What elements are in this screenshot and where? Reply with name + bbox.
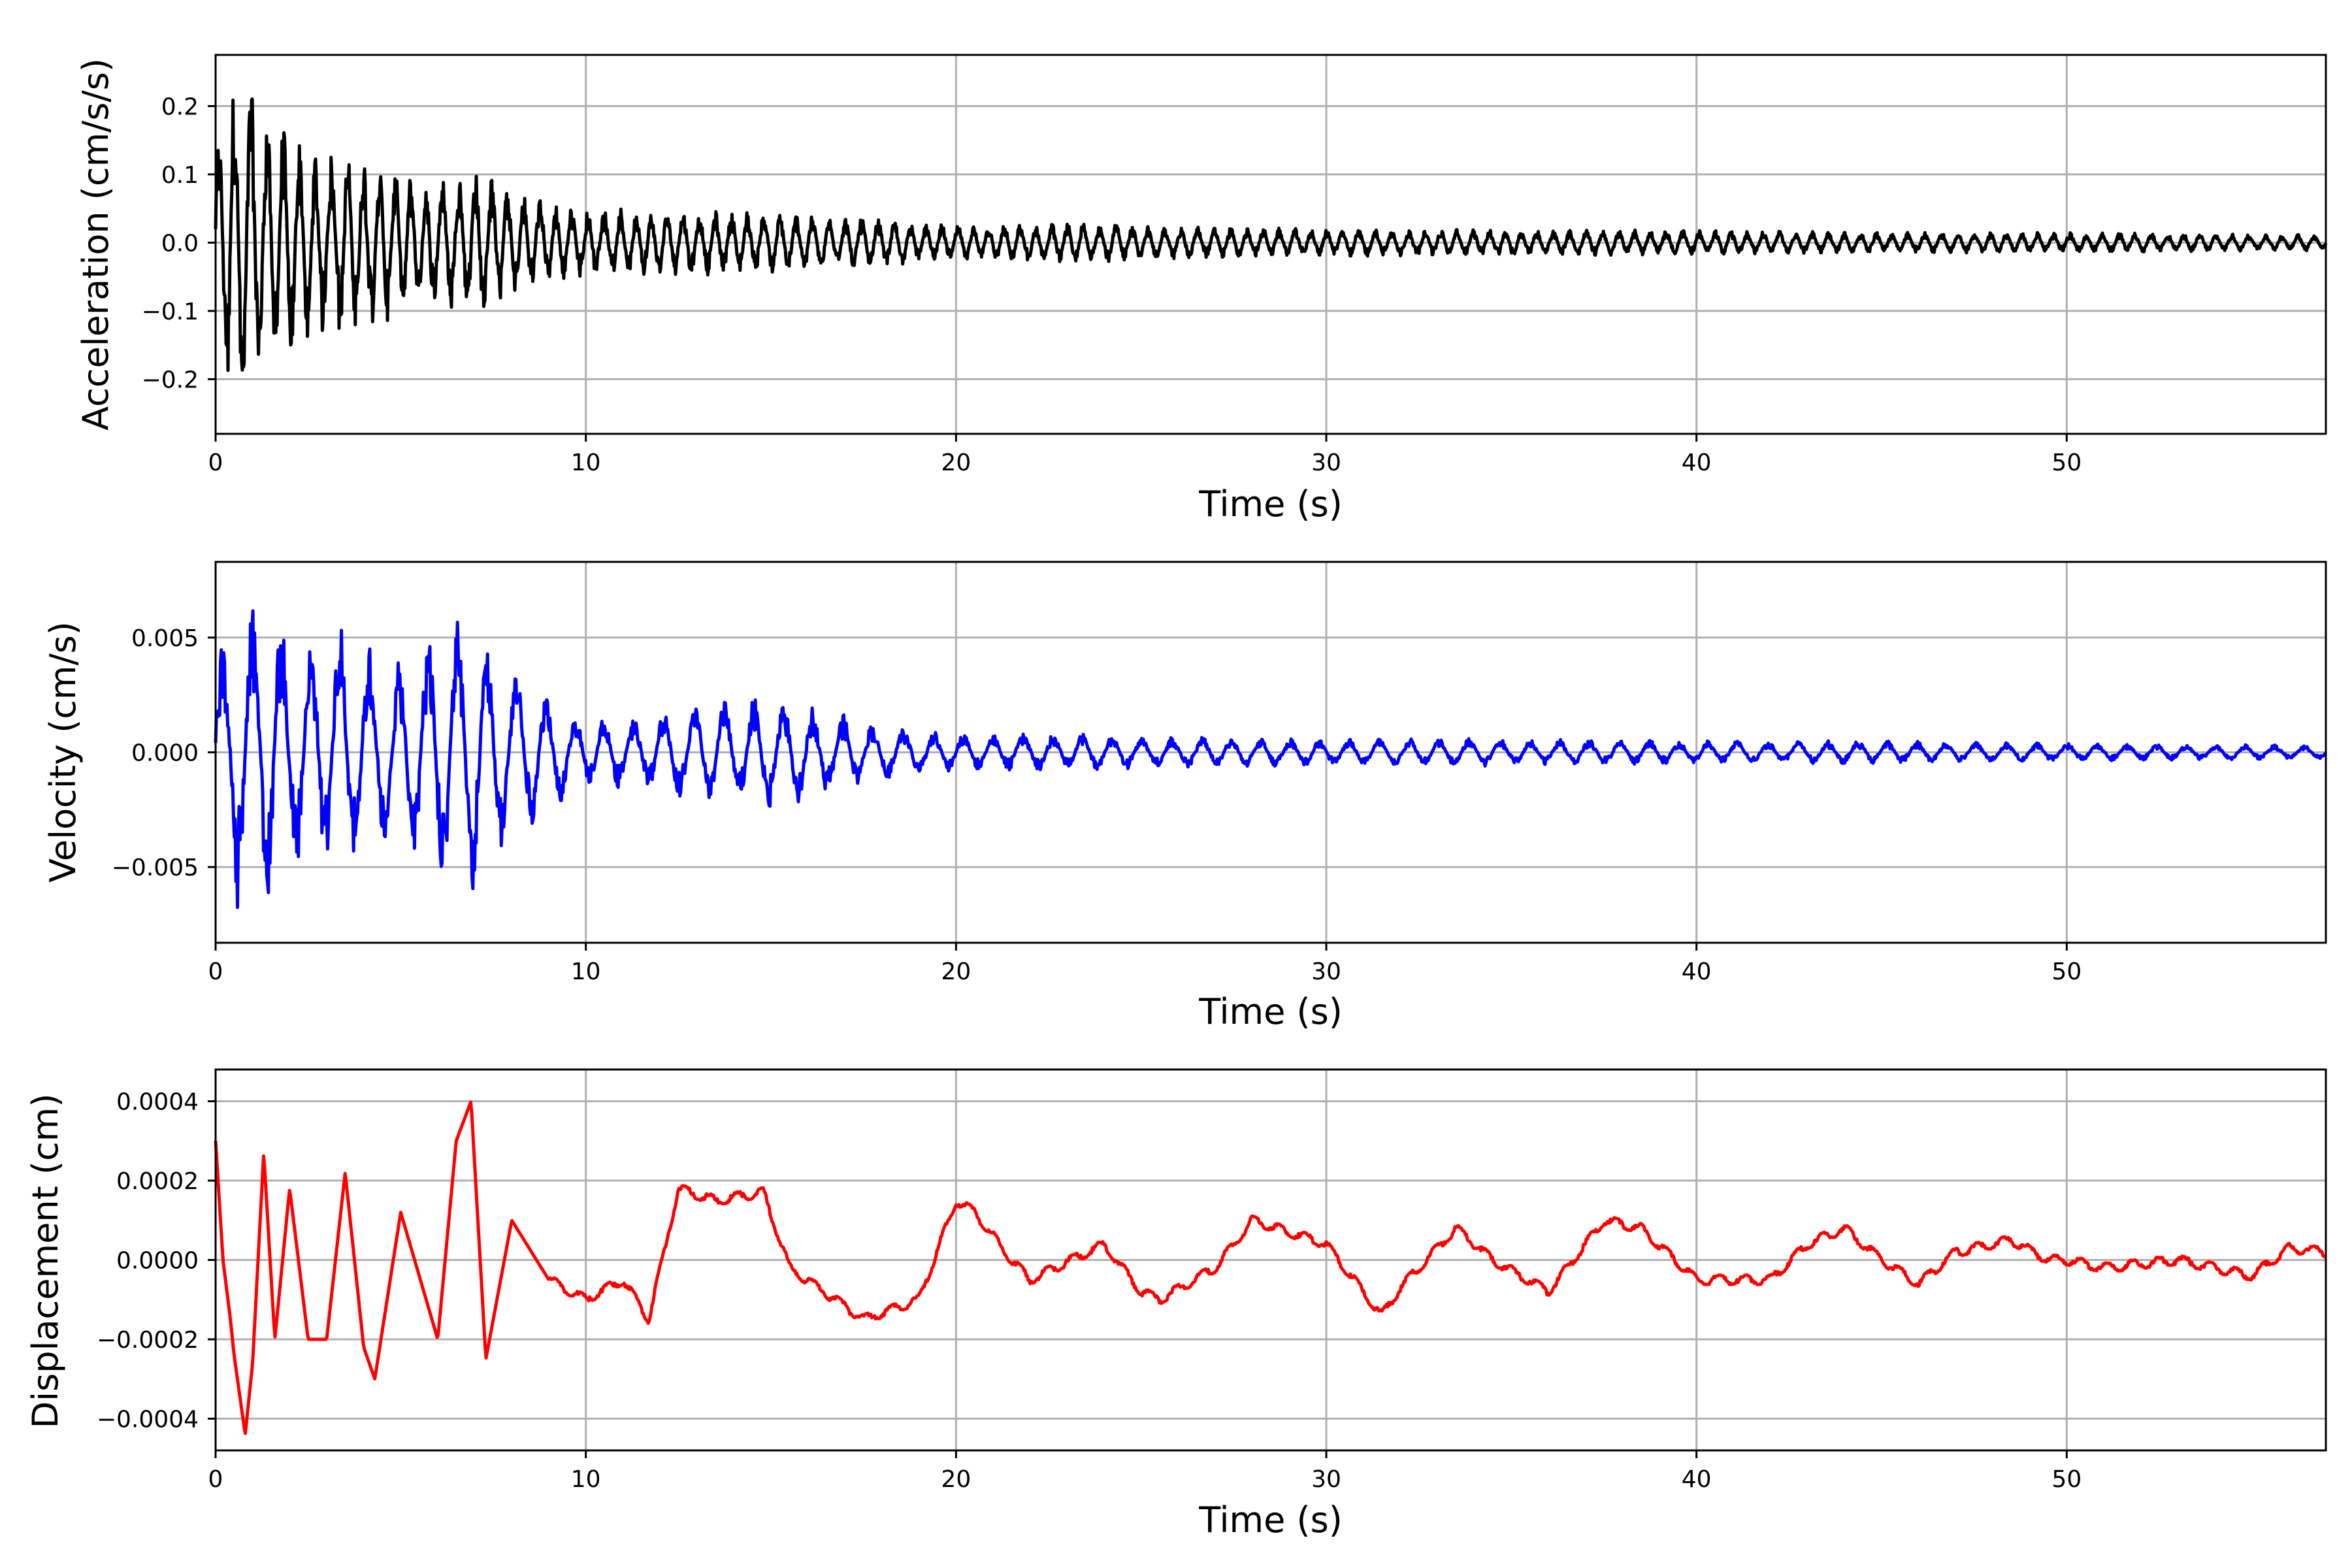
acceleration-y-tick-label: −0.2 (142, 367, 199, 393)
displacement-series-line (214, 1100, 2327, 1435)
acceleration-x-axis-label: Time (s) (1198, 483, 1343, 525)
acceleration-x-tick-label: 40 (1682, 449, 1712, 476)
acceleration-y-tick-label: 0.1 (161, 162, 199, 189)
velocity-x-tick-label: 40 (1682, 958, 1712, 985)
displacement-x-tick-label: 50 (2051, 1466, 2082, 1493)
velocity-y-axis-label: Velocity (cm/s) (42, 621, 84, 883)
acceleration-x-tick-label: 20 (941, 449, 971, 476)
displacement-x-tick-label: 10 (571, 1466, 601, 1493)
displacement-x-tick-label: 30 (1311, 1466, 1341, 1493)
displacement-y-tick-label: −0.0004 (97, 1406, 199, 1433)
velocity-y-tick-label: 0.000 (131, 740, 199, 767)
displacement-panel: 0 10 20 30 40 50 −0.0004 −0.0002 0.0000 0.0002 0.… (25, 1068, 2327, 1541)
velocity-x-axis-label: Time (s) (1198, 991, 1343, 1032)
displacement-y-tick-label: −0.0002 (97, 1327, 199, 1354)
velocity-y-ticks: −0.005 0.000 0.005 (112, 625, 216, 881)
acceleration-axes-frame (214, 54, 2327, 435)
displacement-x-ticks: 0 10 20 30 40 50 (208, 1450, 2082, 1493)
acceleration-x-tick-label: 0 (208, 449, 223, 476)
velocity-y-tick-label: 0.005 (131, 625, 199, 652)
velocity-x-ticks: 0 10 20 30 40 50 (208, 943, 2082, 985)
velocity-grid (214, 562, 2326, 943)
acceleration-y-ticks: −0.2 −0.1 0.0 0.1 0.2 (142, 93, 216, 393)
displacement-y-tick-label: 0.0004 (116, 1089, 199, 1116)
displacement-grid (214, 1070, 2326, 1450)
displacement-y-ticks: −0.0004 −0.0002 0.0000 0.0002 0.0004 (97, 1089, 216, 1433)
displacement-y-axis-label: Displacement (cm) (25, 1094, 66, 1429)
acceleration-x-ticks: 0 10 20 30 40 50 (208, 434, 2082, 476)
acceleration-series-line (214, 97, 2328, 372)
displacement-x-tick-label: 40 (1682, 1466, 1712, 1493)
displacement-x-tick-label: 0 (208, 1466, 223, 1493)
displacement-x-axis-label: Time (s) (1198, 1499, 1343, 1541)
acceleration-y-tick-label: −0.1 (142, 299, 199, 325)
velocity-y-tick-label: −0.005 (112, 855, 199, 881)
velocity-x-tick-label: 0 (208, 958, 223, 985)
displacement-x-tick-label: 20 (941, 1466, 971, 1493)
acceleration-y-tick-label: 0.0 (161, 230, 199, 257)
velocity-x-tick-label: 10 (571, 958, 601, 985)
acceleration-x-tick-label: 10 (571, 449, 601, 476)
acceleration-panel: 0 10 20 30 40 50 −0.2 −0.1 0.0 0.1 0.2 Time (s) A… (75, 54, 2328, 525)
displacement-y-tick-label: 0.0000 (116, 1248, 199, 1275)
acceleration-y-tick-label: 0.2 (161, 93, 199, 120)
velocity-series-line (214, 609, 2328, 909)
velocity-x-tick-label: 20 (941, 958, 971, 985)
velocity-panel: 0 10 20 30 40 50 −0.005 0.000 0.005 Time (s) Ve… (42, 561, 2328, 1032)
velocity-x-tick-label: 50 (2051, 958, 2082, 985)
displacement-y-tick-label: 0.0002 (116, 1168, 199, 1195)
acceleration-x-tick-label: 30 (1311, 449, 1341, 476)
velocity-x-tick-label: 30 (1311, 958, 1341, 985)
acceleration-y-axis-label: Acceleration (cm/s/s) (75, 58, 116, 431)
acceleration-x-tick-label: 50 (2051, 449, 2082, 476)
